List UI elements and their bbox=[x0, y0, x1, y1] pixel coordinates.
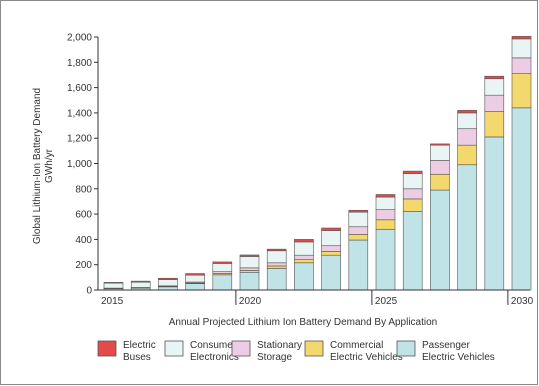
bar-segment-2024-s2 bbox=[348, 226, 369, 235]
bar-segment-2025-s1 bbox=[375, 219, 396, 230]
bar-segment-2021-s3 bbox=[266, 250, 287, 264]
bar-segment-2020-s3 bbox=[239, 256, 260, 269]
bar-segment-2024-s4 bbox=[348, 210, 369, 213]
bar-segment-2022-s4 bbox=[294, 239, 314, 243]
y-tick-label: 1,600 bbox=[67, 83, 92, 94]
bar-segment-2026-s1 bbox=[402, 198, 423, 212]
bar-segment-2023-s1 bbox=[321, 251, 341, 256]
x-tick-label: 2030 bbox=[511, 296, 534, 307]
bar-segment-2019-s3 bbox=[212, 263, 233, 272]
bar-segment-2024-s0 bbox=[348, 239, 369, 291]
bar-segment-2021-s1 bbox=[266, 265, 287, 269]
bar-segment-2019-s0 bbox=[212, 274, 233, 291]
bar-segment-2025-s3 bbox=[375, 196, 396, 210]
bar-segment-2019-s4 bbox=[212, 261, 233, 264]
bar-segment-2020-s2 bbox=[239, 267, 260, 271]
legend-label: Electric Buses bbox=[123, 340, 156, 363]
bar-segment-2021-s4 bbox=[266, 248, 287, 252]
bar-segment-2017-s3 bbox=[158, 279, 178, 287]
bar-segment-2030-s2 bbox=[511, 57, 532, 74]
bar-segment-2030-s1 bbox=[511, 73, 532, 109]
legend-label: Commercial Electric Vehicles bbox=[330, 340, 403, 363]
bar-segment-2015-s4 bbox=[103, 282, 124, 284]
bar-segment-2022-s2 bbox=[294, 254, 314, 260]
bar-segment-2023-s3 bbox=[321, 230, 341, 247]
bar-segment-2029-s2 bbox=[484, 94, 505, 112]
bar-segment-2028-s3 bbox=[457, 112, 477, 130]
y-tick-label: 400 bbox=[75, 235, 92, 246]
bar-segment-2026-s2 bbox=[402, 188, 423, 200]
bar-segment-2015-s3 bbox=[103, 282, 124, 289]
bar-segment-2020-s4 bbox=[239, 254, 260, 257]
bar-segment-2027-s3 bbox=[430, 144, 450, 161]
bar-segment-2027-s2 bbox=[430, 160, 450, 175]
bar-segment-2029-s1 bbox=[484, 111, 505, 138]
bar-segment-2028-s0 bbox=[457, 164, 477, 291]
bar-segment-2018-s3 bbox=[185, 274, 205, 283]
legend-swatch bbox=[97, 340, 117, 357]
legend: Electric Buses Consumer Electronics Stationa… bbox=[97, 340, 495, 363]
bar-segment-2023-s0 bbox=[321, 254, 341, 291]
y-tick-label: 1,800 bbox=[67, 58, 92, 69]
bar-segment-2020-s0 bbox=[239, 271, 260, 291]
bar-segment-2029-s3 bbox=[484, 78, 505, 96]
bar-segment-2027-s1 bbox=[430, 173, 450, 191]
bar-segment-2017-s4 bbox=[158, 277, 178, 280]
bar-segment-2027-s4 bbox=[430, 143, 450, 146]
bar-segment-2025-s0 bbox=[375, 228, 396, 291]
bar-segment-2030-s0 bbox=[511, 107, 532, 291]
bar-segment-2026-s4 bbox=[402, 170, 423, 174]
bar-segment-2030-s3 bbox=[511, 38, 532, 59]
bar-segment-2018-s0 bbox=[185, 283, 205, 291]
y-tick-label: 800 bbox=[75, 184, 92, 195]
bar-segment-2025-s4 bbox=[375, 194, 396, 198]
y-tick-label: 1,000 bbox=[67, 159, 92, 170]
x-tick-label: 2025 bbox=[375, 296, 398, 307]
bar-segment-2023-s2 bbox=[321, 245, 341, 252]
bar-segment-2029-s4 bbox=[484, 75, 505, 80]
x-axis-label: Annual Projected Lithium Ion Battery Dem… bbox=[169, 317, 438, 328]
bar-segment-2029-s0 bbox=[484, 136, 505, 291]
legend-label: Consumer Electronics bbox=[190, 340, 239, 363]
y-tick-label: 1,200 bbox=[67, 134, 92, 145]
bar-segment-2025-s2 bbox=[375, 209, 396, 221]
bar-segment-2030-s4 bbox=[511, 36, 532, 40]
y-axis-label: Global Lithium-Ion Battery Demand bbox=[32, 88, 43, 244]
x-tick-label: 2015 bbox=[101, 296, 124, 307]
bar-segment-2016-s3 bbox=[130, 281, 151, 288]
y-tick-label: 2,000 bbox=[67, 33, 92, 44]
bar-segment-2028-s4 bbox=[457, 110, 477, 114]
bar-segment-2023-s4 bbox=[321, 227, 341, 231]
bar-segment-2024-s3 bbox=[348, 211, 369, 228]
bar-segment-2016-s4 bbox=[130, 280, 151, 283]
bar-segment-2021-s0 bbox=[266, 268, 287, 291]
bar-segment-2028-s2 bbox=[457, 128, 477, 146]
legend-swatch bbox=[396, 340, 416, 357]
y-tick-label: 0 bbox=[86, 286, 92, 297]
bar-segment-2027-s0 bbox=[430, 189, 450, 291]
legend-swatch bbox=[231, 340, 251, 357]
legend-swatch bbox=[304, 340, 324, 357]
bar-segment-2026-s3 bbox=[402, 173, 423, 190]
x-tick-label: 2020 bbox=[239, 296, 262, 307]
bar-segment-2022-s3 bbox=[294, 241, 314, 256]
bar-segment-2022-s1 bbox=[294, 259, 314, 264]
bar-segment-2028-s1 bbox=[457, 144, 477, 166]
y-axis-unit: GWh/yr bbox=[44, 148, 55, 183]
bar-segment-2024-s1 bbox=[348, 234, 369, 241]
bar-segment-2026-s0 bbox=[402, 211, 423, 291]
bar-segment-2021-s2 bbox=[266, 262, 287, 267]
legend-label: Stationary Storage bbox=[257, 340, 302, 363]
legend-label: Passenger Electric Vehicles bbox=[422, 340, 495, 363]
bar-segment-2022-s0 bbox=[294, 262, 314, 291]
legend-swatch bbox=[164, 340, 184, 357]
y-tick-label: 600 bbox=[75, 210, 92, 221]
bars-layer bbox=[103, 36, 532, 291]
bar-segment-2018-s4 bbox=[185, 273, 205, 276]
y-tick-label: 1,400 bbox=[67, 108, 92, 119]
axes-layer: 0 200 400 600 800 1,000 1,200 1,400 1,600 1,800 2,… bbox=[67, 33, 534, 308]
y-tick-label: 200 bbox=[75, 260, 92, 271]
